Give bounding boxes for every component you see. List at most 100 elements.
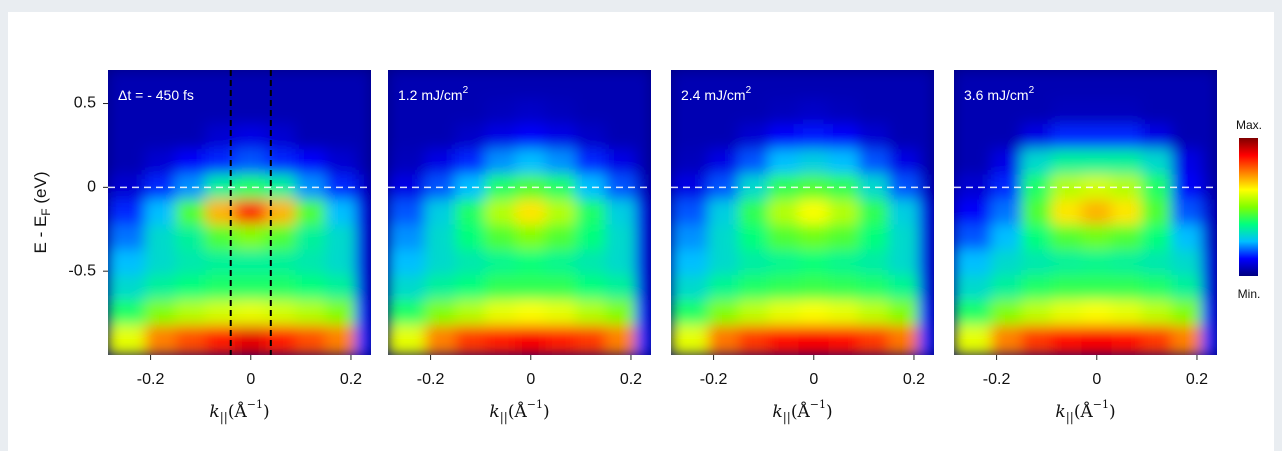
heatmap-cell bbox=[1171, 123, 1203, 151]
heatmap-cell bbox=[954, 70, 993, 100]
heatmap-cell bbox=[1081, 224, 1113, 251]
heatmap-cell bbox=[205, 274, 237, 302]
heatmap-cell bbox=[828, 98, 860, 125]
heatmap-cell bbox=[1111, 224, 1143, 251]
heatmap-cell bbox=[1081, 249, 1113, 276]
heatmap-cell bbox=[325, 325, 357, 355]
heatmap-cell bbox=[545, 325, 577, 355]
heatmap-cell bbox=[175, 224, 207, 251]
heatmap-cell bbox=[1081, 149, 1113, 176]
heatmap-cell bbox=[545, 98, 577, 125]
heatmap-cell bbox=[1201, 274, 1217, 302]
heatmap-cell bbox=[888, 249, 920, 276]
heatmap-cell bbox=[635, 274, 651, 302]
x-tick-label: 0.2 bbox=[1186, 371, 1208, 388]
heatmap-cell bbox=[1171, 98, 1203, 125]
heatmap-cell bbox=[671, 199, 710, 226]
heatmap-cell bbox=[1141, 300, 1173, 327]
heatmap-cell bbox=[108, 249, 147, 276]
heatmap-cell bbox=[515, 249, 547, 276]
heatmap-cell bbox=[515, 300, 547, 327]
x-tick-label: 0 bbox=[809, 371, 818, 388]
heatmap-cell bbox=[235, 70, 267, 100]
heatmap-cell bbox=[145, 300, 177, 327]
heatmap-cell bbox=[1081, 199, 1113, 226]
heatmap-cell bbox=[108, 325, 147, 355]
heatmap-cell bbox=[355, 70, 371, 100]
heatmap-cell bbox=[708, 123, 740, 151]
x-label-k: k bbox=[1055, 402, 1065, 422]
heatmap-cell bbox=[1051, 149, 1083, 176]
heatmap-cell bbox=[768, 274, 800, 302]
heatmap-cell bbox=[235, 300, 267, 327]
heatmap-cell bbox=[388, 70, 427, 100]
heatmap-cell bbox=[265, 274, 297, 302]
heatmap-cell bbox=[1171, 224, 1203, 251]
heatmap-cell bbox=[798, 224, 830, 251]
x-label-k: k bbox=[489, 402, 499, 422]
heatmap-cell bbox=[605, 123, 637, 151]
heatmap-cell bbox=[991, 70, 1023, 100]
x-label-sub: || bbox=[500, 410, 508, 424]
heatmap-cell bbox=[1201, 123, 1217, 151]
panel-title-text: 1.2 mJ/cm bbox=[398, 87, 463, 103]
heatmap-cell bbox=[671, 149, 710, 176]
heatmap-cell bbox=[1081, 274, 1113, 302]
heatmap-cell bbox=[145, 123, 177, 151]
heatmap-cell bbox=[768, 149, 800, 176]
heatmap-cell bbox=[918, 70, 934, 100]
heatmap-cell bbox=[1051, 300, 1083, 327]
heatmap-cell bbox=[388, 300, 427, 327]
heatmap-cell bbox=[828, 70, 860, 100]
heatmap-cell bbox=[388, 123, 427, 151]
heatmap-cell bbox=[1051, 325, 1083, 355]
heatmap-cell bbox=[858, 70, 890, 100]
heatmap-cell bbox=[1201, 300, 1217, 327]
heatmap-cell bbox=[858, 149, 890, 176]
heatmap-cell bbox=[175, 274, 207, 302]
panel-title-sup: 2 bbox=[746, 85, 752, 96]
heatmap-cell bbox=[145, 70, 177, 100]
panel-title: 3.6 mJ/cm2 bbox=[964, 85, 1035, 103]
heatmap-cell bbox=[1081, 123, 1113, 151]
heatmap-cell bbox=[1111, 274, 1143, 302]
x-tick-label: -0.2 bbox=[700, 371, 728, 388]
heatmap-cell bbox=[918, 149, 934, 176]
heatmap-cell bbox=[485, 249, 517, 276]
heatmap-cell bbox=[545, 224, 577, 251]
x-label-sup: −1 bbox=[810, 398, 826, 411]
heatmap-cell bbox=[1141, 249, 1173, 276]
heatmap-cell bbox=[828, 123, 860, 151]
heatmap-cell bbox=[455, 98, 487, 125]
heatmap-cell bbox=[954, 199, 993, 226]
heatmap-cell bbox=[1111, 249, 1143, 276]
heatmap-cell bbox=[515, 123, 547, 151]
heatmap-cell bbox=[828, 224, 860, 251]
heatmap-cell bbox=[455, 123, 487, 151]
heatmap-cell bbox=[515, 224, 547, 251]
heatmap-cell bbox=[265, 123, 297, 151]
heatmap-cell bbox=[485, 123, 517, 151]
heatmap-cell bbox=[858, 199, 890, 226]
heatmap-cell bbox=[671, 249, 710, 276]
heatmap-cell bbox=[635, 199, 651, 226]
heatmap-cell bbox=[355, 300, 371, 327]
heatmap-cell bbox=[1141, 199, 1173, 226]
heatmap-cell bbox=[605, 224, 637, 251]
heatmap-cell bbox=[635, 249, 651, 276]
heatmap-cell bbox=[545, 149, 577, 176]
heatmap-cell bbox=[1081, 300, 1113, 327]
heatmap-cell bbox=[858, 98, 890, 125]
heatmap-cell bbox=[888, 149, 920, 176]
plot-area bbox=[388, 70, 651, 355]
heatmap-cell bbox=[175, 149, 207, 176]
heatmap-cell bbox=[388, 325, 427, 355]
heatmap-cell bbox=[325, 199, 357, 226]
x-label-close: ) bbox=[543, 402, 550, 422]
heatmap-cell bbox=[545, 274, 577, 302]
heatmap-cell bbox=[635, 70, 651, 100]
heatmap-cell bbox=[145, 249, 177, 276]
heatmap-cell bbox=[355, 249, 371, 276]
heatmap-cell bbox=[175, 325, 207, 355]
heatmap-cell bbox=[605, 300, 637, 327]
